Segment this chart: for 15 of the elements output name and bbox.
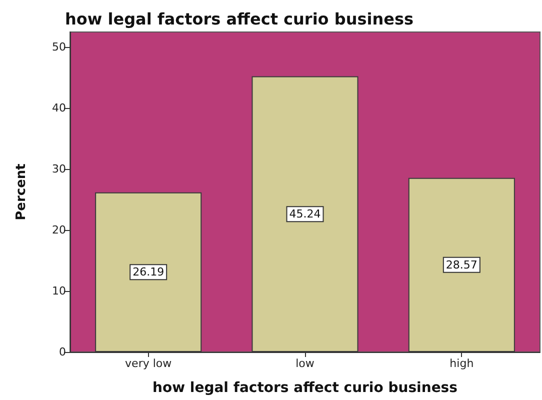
y-axis-title: Percent bbox=[14, 164, 29, 220]
data-label: 28.57 bbox=[446, 258, 478, 272]
y-tick-label: 0 bbox=[59, 346, 66, 358]
x-tick-label: low bbox=[296, 357, 314, 370]
data-label: 26.19 bbox=[132, 266, 164, 279]
y-tick-label: 50 bbox=[52, 40, 66, 54]
data-label: 45.24 bbox=[289, 208, 321, 221]
y-tick-label: 40 bbox=[52, 102, 66, 115]
chart-title: how legal factors affect curio business bbox=[65, 10, 414, 28]
y-tick-label: 10 bbox=[52, 284, 66, 298]
y-tick-label: 20 bbox=[52, 224, 66, 237]
x-tick-label: very low bbox=[125, 357, 172, 370]
y-tick-label: 30 bbox=[52, 162, 66, 176]
x-axis-title: how legal factors affect curio business bbox=[152, 380, 458, 396]
x-tick-label: high bbox=[450, 357, 474, 370]
